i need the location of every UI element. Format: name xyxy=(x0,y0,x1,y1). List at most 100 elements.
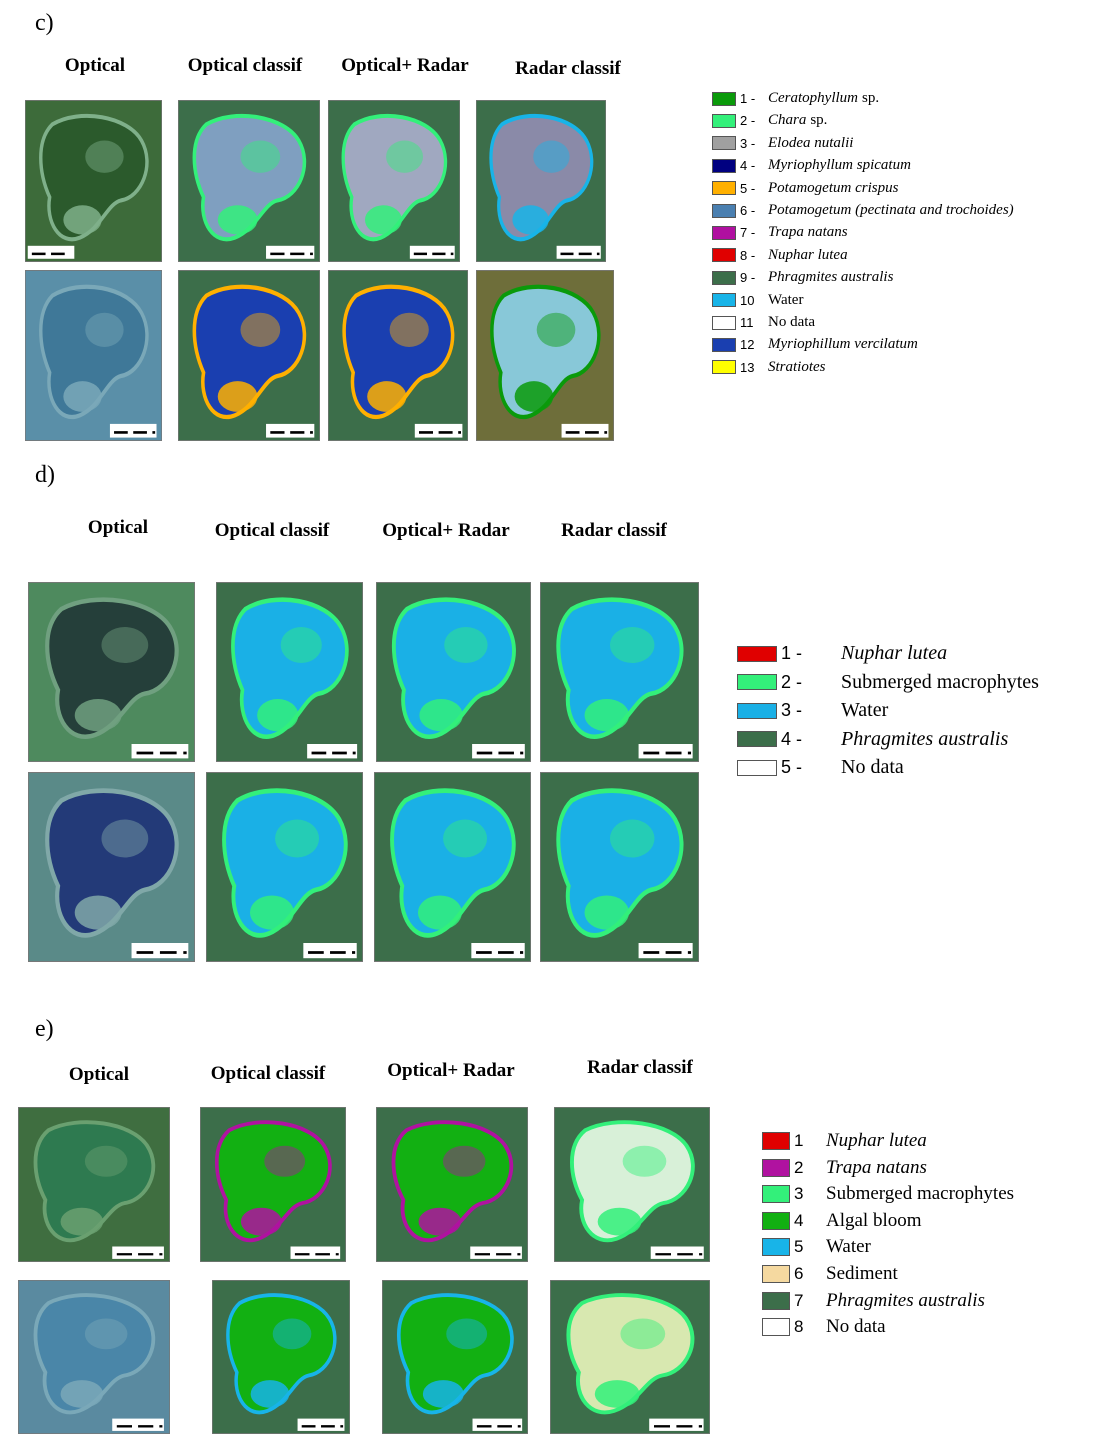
legend-item: 1 - Ceratophyllum sp. xyxy=(712,90,879,107)
legend-number: 4 - xyxy=(781,728,803,749)
legend-item: 12 Myriophillum vercilatum xyxy=(712,336,918,353)
map-image xyxy=(216,582,363,762)
column-header: Optical xyxy=(68,1064,130,1085)
map-image xyxy=(376,1107,528,1262)
legend-suffix: sp. xyxy=(810,112,828,129)
map-image xyxy=(374,772,531,962)
legend-swatch xyxy=(737,731,777,748)
map-image xyxy=(550,1280,710,1434)
legend-name: Myriophyllum spicatum xyxy=(768,157,911,174)
legend-name: Nuphar lutea xyxy=(768,246,848,263)
legend-swatch xyxy=(762,1132,790,1150)
legend-swatch xyxy=(737,645,777,662)
legend-item: 6 Sediment xyxy=(762,1263,898,1285)
legend-number: 9 - xyxy=(740,270,756,286)
legend-name: Water xyxy=(768,291,804,308)
legend-name: Submerged macrophytes xyxy=(826,1183,1015,1205)
map-image xyxy=(376,582,531,762)
legend-name: Stratiotes xyxy=(768,358,826,375)
map-image xyxy=(200,1107,346,1262)
legend-name: Water xyxy=(826,1236,871,1258)
legend-name: Phragmites australis xyxy=(768,269,894,286)
legend-number: 1 - xyxy=(740,91,756,106)
legend-number: 7 - xyxy=(740,225,756,241)
legend-number: 3 xyxy=(794,1184,804,1204)
legend-name: Sediment xyxy=(826,1263,898,1284)
legend-item: 9 - Phragmites australis xyxy=(712,269,893,286)
legend-item: 1 - Nuphar lutea xyxy=(737,642,947,665)
legend-name: Submerged macrophytes xyxy=(841,670,1039,693)
legend-swatch xyxy=(737,674,777,691)
legend-item: 4 - Myriophyllum spicatum xyxy=(712,157,911,174)
legend-item: 7 Phragmites australis xyxy=(762,1290,985,1312)
legend-number: 1 - xyxy=(781,643,803,663)
legend-number: 5 xyxy=(794,1237,804,1257)
legend-name: Myriophillum vercilatum xyxy=(768,336,918,353)
legend-number: 4 xyxy=(794,1210,804,1230)
legend-item: 2 - Chara sp. xyxy=(712,112,827,129)
legend-number: 6 xyxy=(794,1264,804,1283)
legend-number: 2 - xyxy=(740,113,756,129)
legend-item: 8 - Nuphar lutea xyxy=(712,247,848,264)
legend-item: 1 Nuphar lutea xyxy=(762,1130,927,1152)
legend-name: No data xyxy=(826,1316,886,1338)
legend-item: 11 No data xyxy=(712,314,815,331)
legend-swatch xyxy=(712,158,736,173)
legend-swatch xyxy=(762,1238,790,1257)
map-image xyxy=(25,100,162,262)
legend-name: Algal bloom xyxy=(826,1209,922,1231)
legend-number: 12 xyxy=(740,337,755,353)
map-image xyxy=(206,772,363,962)
column-header: Optical classif xyxy=(187,55,303,76)
legend-number: 7 xyxy=(794,1290,804,1310)
legend-swatch xyxy=(737,759,777,776)
legend-swatch xyxy=(712,293,736,308)
legend-name: Ceratophyllum xyxy=(768,90,858,106)
legend-item: 7 - Trapa natans xyxy=(712,224,848,241)
legend-item: 3 - Elodea nutalii xyxy=(712,135,853,152)
legend-swatch xyxy=(712,91,736,106)
legend-name: Nuphar lutea xyxy=(841,642,948,664)
legend-swatch xyxy=(762,1211,790,1230)
legend-swatch xyxy=(712,360,736,375)
legend-number: 13 xyxy=(740,359,755,375)
column-header: Radar classif xyxy=(561,520,667,541)
legend-name: No data xyxy=(841,756,904,779)
panel-label: d) xyxy=(35,462,55,488)
legend-swatch xyxy=(762,1185,790,1204)
legend-swatch xyxy=(712,270,736,285)
column-header: Optical classif xyxy=(210,1063,326,1084)
map-image xyxy=(25,270,162,441)
column-header: Optical xyxy=(64,55,126,76)
legend-item: 4 Algal bloom xyxy=(762,1210,922,1232)
legend-number: 4 - xyxy=(740,158,756,174)
legend-name: Trapa natans xyxy=(826,1156,927,1178)
legend-swatch xyxy=(762,1291,790,1310)
legend-name: No data xyxy=(768,314,816,330)
map-image xyxy=(178,100,320,262)
legend-number: 6 - xyxy=(740,203,756,218)
column-header: Optical+ Radar xyxy=(382,520,510,541)
column-header: Optical+ Radar xyxy=(341,55,469,76)
legend-number: 3 - xyxy=(781,700,803,721)
map-image xyxy=(178,270,320,441)
legend-name: Phragmites australis xyxy=(826,1289,985,1311)
legend-name: Chara xyxy=(768,112,807,129)
legend-swatch xyxy=(712,181,736,196)
legend-swatch xyxy=(712,113,736,128)
map-image xyxy=(28,772,195,962)
map-image xyxy=(328,100,460,262)
legend-item: 3 Submerged macrophytes xyxy=(762,1183,1014,1205)
map-image xyxy=(328,270,468,441)
legend-item: 3 - Water xyxy=(737,699,888,722)
column-header: Optical+ Radar xyxy=(387,1060,515,1081)
map-image xyxy=(28,582,195,762)
legend-name: Potamogetum (pectinata and trochoides) xyxy=(768,202,1014,218)
legend-number: 2 - xyxy=(781,671,803,692)
legend-suffix: sp. xyxy=(862,90,880,106)
legend-number: 5 - xyxy=(740,180,756,196)
legend-name: Phragmites australis xyxy=(841,727,1009,750)
legend-swatch xyxy=(712,337,736,352)
legend-swatch xyxy=(712,203,736,218)
